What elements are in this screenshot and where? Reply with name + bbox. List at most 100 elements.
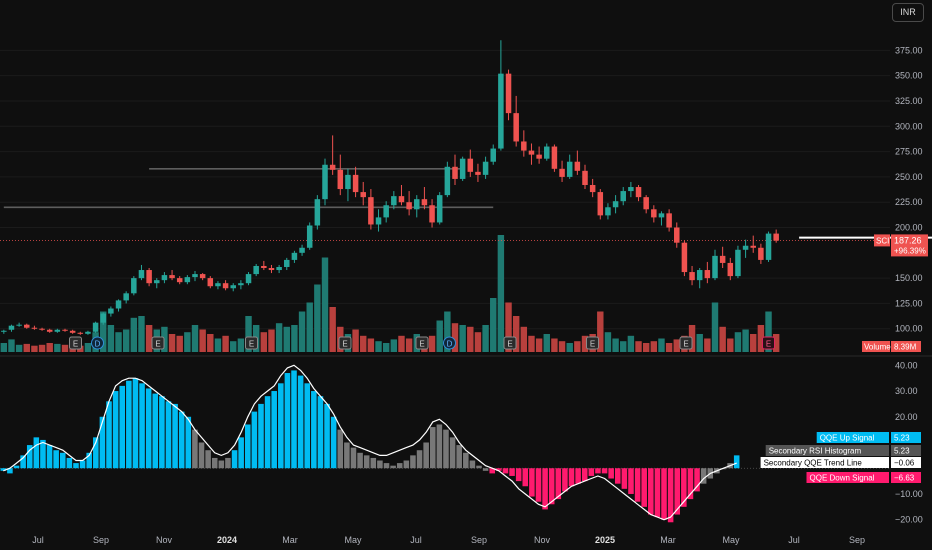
histogram-bar — [7, 468, 13, 474]
histogram-bar — [614, 468, 621, 484]
time-tick-label: 2024 — [217, 535, 237, 545]
volume-bar — [314, 284, 321, 352]
histogram-bar — [106, 401, 112, 469]
histogram-bar — [377, 460, 383, 469]
oscillator-axis[interactable]: 40.00 30.00 20.00 −10.00 −20.00 — [895, 360, 923, 524]
histogram-bar — [271, 391, 277, 469]
legend-label: QQE Up Signal — [820, 434, 875, 443]
candle-body — [482, 161, 489, 175]
candle-body — [513, 113, 519, 142]
histogram-bar — [165, 401, 172, 469]
volume-bar — [138, 316, 145, 352]
candle-body — [398, 196, 405, 203]
candle-body — [207, 278, 214, 287]
histogram-bar — [337, 429, 344, 469]
time-axis[interactable]: Jul Sep Nov 2024 Mar May Jul Sep Nov 2025 Mar May Ju… — [32, 535, 865, 545]
candle-body — [635, 187, 642, 198]
candle-body — [345, 174, 351, 190]
dividend-marker — [91, 336, 104, 350]
histogram-bar — [324, 403, 330, 469]
volume-bar — [100, 311, 107, 352]
candle-body — [306, 225, 313, 248]
candle-body — [414, 199, 420, 210]
histogram-bar — [264, 396, 271, 469]
price-tick-label: 200.00 — [895, 223, 923, 233]
candle-body — [85, 331, 91, 334]
histogram-bar — [172, 403, 178, 469]
volume-value-box — [891, 341, 921, 352]
candle-body — [253, 265, 259, 275]
price-axis[interactable]: 375.00 350.00 325.00 300.00 275.00 250.00 225.… — [895, 45, 923, 333]
histogram-bar — [304, 383, 311, 469]
volume-bar — [398, 335, 405, 352]
volume-bar — [191, 325, 199, 352]
volume-bar — [390, 339, 398, 352]
volume-bar — [742, 329, 749, 352]
volume-bar — [444, 311, 451, 352]
candle-body — [108, 308, 114, 314]
histogram-bar — [700, 468, 707, 484]
histogram-bar — [205, 450, 211, 469]
histogram-bar — [634, 468, 641, 502]
histogram-bar — [548, 468, 555, 505]
candle-body — [758, 247, 764, 260]
event-marker-letter: D — [447, 340, 453, 349]
candle-body — [199, 274, 206, 279]
legend-value-box — [891, 472, 921, 483]
histogram-bar — [46, 445, 53, 469]
candle-body — [544, 146, 550, 159]
histogram-bar — [291, 370, 297, 469]
legend-label-box — [806, 472, 889, 483]
volume-bar — [54, 343, 61, 352]
candle-body — [284, 259, 290, 267]
candle-body — [742, 245, 749, 250]
histogram-bar — [403, 460, 410, 469]
volume-value: 8.39M — [894, 343, 917, 352]
volume-bar — [772, 334, 780, 352]
volume-bar — [727, 338, 734, 352]
volume-bar — [275, 323, 283, 352]
volume-bar — [176, 335, 183, 352]
candle-body — [383, 205, 389, 218]
histogram-bar — [568, 468, 575, 487]
oscillator-legend: QQE Up Signal 5.23 Secondary RSI Histogram… — [760, 432, 921, 483]
candle-body — [574, 161, 581, 171]
symbol-tag — [874, 234, 890, 247]
price-tick-label: 375.00 — [895, 45, 923, 55]
time-tick-label: Nov — [534, 535, 551, 545]
candle-body — [245, 274, 252, 284]
histogram-bar — [185, 416, 192, 469]
volume-bar — [260, 332, 268, 352]
candle-body — [436, 195, 443, 223]
time-tick-label: May — [344, 535, 362, 545]
histogram-bar — [648, 468, 654, 515]
currency-button[interactable]: INR — [892, 3, 924, 22]
volume-bar — [673, 339, 680, 352]
candle-body — [238, 283, 244, 286]
histogram-bar — [595, 468, 601, 474]
histogram-bar — [641, 468, 647, 507]
histogram-bar — [93, 437, 99, 469]
candle-body — [498, 73, 504, 149]
candle-body — [719, 255, 726, 263]
candle-body — [314, 199, 321, 226]
volume-bar — [612, 338, 619, 352]
candle-body — [46, 329, 53, 332]
volume-bar — [520, 326, 528, 352]
volume-bar — [306, 302, 313, 352]
candle-body — [375, 217, 382, 225]
oscillator-tick-label: −20.00 — [895, 515, 923, 525]
candle-body — [69, 330, 76, 333]
volume-bar — [8, 339, 15, 352]
histogram-bar — [13, 465, 20, 469]
candle-body — [765, 233, 772, 260]
drawn-level-lines[interactable] — [0, 168, 932, 241]
histogram-bar — [178, 411, 185, 469]
candle-body — [368, 197, 374, 225]
earnings-marker — [338, 336, 352, 350]
volume-bar — [38, 344, 46, 352]
volume-bar — [230, 341, 237, 352]
volume-bar — [604, 332, 612, 352]
histogram-bar — [449, 437, 456, 469]
